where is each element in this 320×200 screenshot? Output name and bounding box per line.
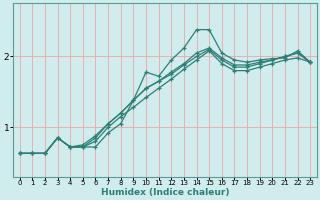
- X-axis label: Humidex (Indice chaleur): Humidex (Indice chaleur): [101, 188, 229, 197]
